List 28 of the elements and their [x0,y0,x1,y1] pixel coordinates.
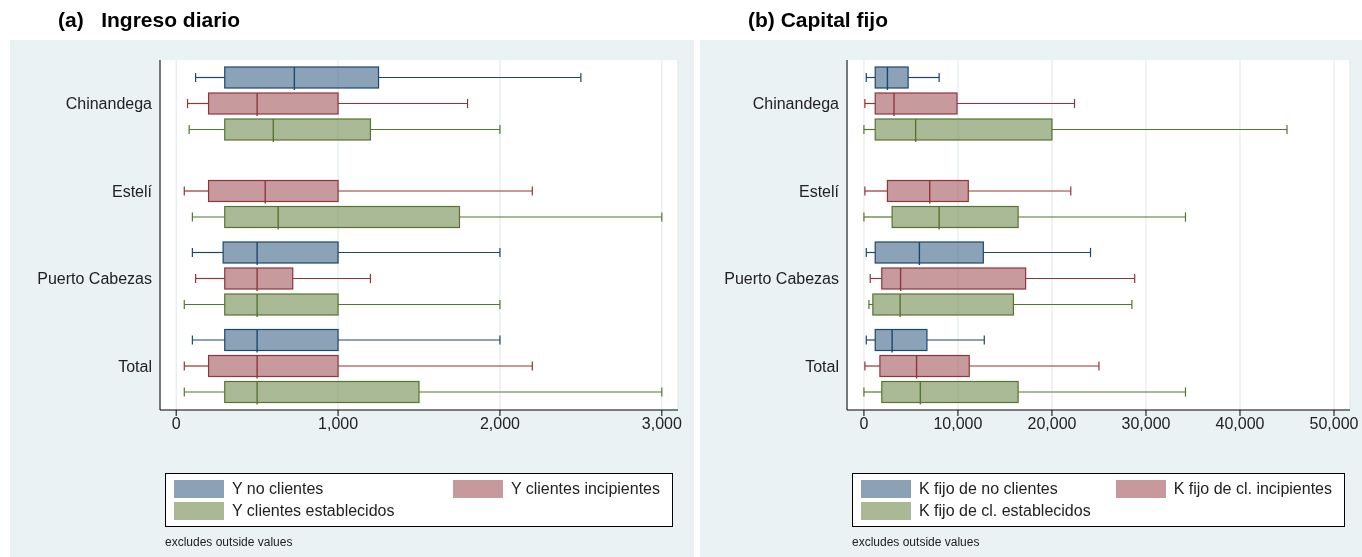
y-tick-label: Chinandega [65,95,153,113]
x-tick-label: 10,000 [933,415,983,433]
x-tick-label: 20,000 [1027,415,1077,433]
x-tick-label: 3,000 [641,415,682,433]
chart-title: (b) Capital fijo [700,0,1362,40]
x-tick-label: 0 [171,415,181,433]
y-tick-label: Estelí [798,182,840,200]
legend-label: Y no clientes [232,480,324,498]
x-tick-label: 1,000 [318,415,359,433]
x-tick-label: 40,000 [1215,415,1265,433]
y-tick-label: Total [118,357,152,375]
x-tick-label: 50,000 [1309,415,1359,433]
y-tick-label: Puerto Cabezas [37,270,152,288]
y-tick-label: Estelí [111,182,153,200]
legend-label: K fijo de cl. establecidos [919,502,1091,520]
y-tick-label: Puerto Cabezas [724,270,839,288]
chart-title: (a) Ingreso diario [10,0,694,40]
text: excludes outside values [852,535,981,549]
text: excludes outside values [165,535,294,549]
y-tick-label: Total [805,357,839,375]
legend-label: K fijo de no clientes [919,480,1058,498]
x-tick-label: 2,000 [479,415,521,433]
legend-label: K fijo de cl. incipientes [1173,480,1332,498]
x-tick-label: 0 [859,415,869,433]
x-tick-label: 30,000 [1121,415,1171,433]
legend-label: Y clientes incipientes [510,480,660,498]
y-tick-label: Chinandega [752,95,840,113]
legend-label: Y clientes establecidos [232,502,395,520]
